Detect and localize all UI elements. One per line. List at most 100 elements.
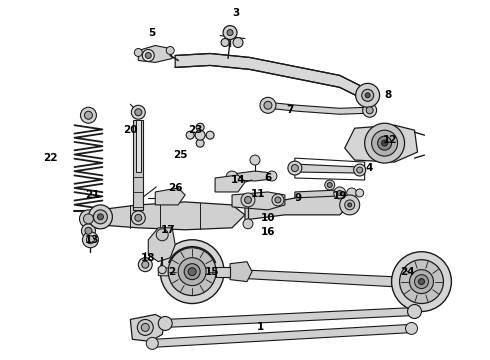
Circle shape: [260, 97, 276, 113]
Circle shape: [135, 214, 142, 221]
Circle shape: [145, 53, 151, 58]
Circle shape: [356, 84, 380, 107]
Circle shape: [334, 187, 346, 199]
Circle shape: [186, 131, 194, 139]
Circle shape: [147, 337, 158, 349]
Circle shape: [131, 211, 145, 225]
Circle shape: [141, 323, 149, 332]
Circle shape: [272, 194, 284, 206]
Circle shape: [415, 275, 428, 289]
Circle shape: [345, 200, 355, 210]
Circle shape: [85, 227, 92, 234]
Circle shape: [134, 49, 142, 57]
Text: 22: 22: [43, 153, 58, 163]
Circle shape: [399, 260, 443, 303]
Text: 21: 21: [85, 190, 99, 200]
Circle shape: [418, 279, 424, 285]
Circle shape: [131, 105, 145, 119]
Text: 10: 10: [261, 213, 275, 223]
Circle shape: [327, 183, 332, 188]
Circle shape: [348, 203, 352, 207]
Text: 18: 18: [141, 253, 155, 263]
Circle shape: [142, 261, 149, 268]
Text: 4: 4: [366, 163, 373, 173]
Circle shape: [325, 180, 335, 190]
Circle shape: [365, 123, 405, 163]
Polygon shape: [230, 262, 252, 282]
Text: 13: 13: [85, 235, 99, 245]
Circle shape: [135, 109, 142, 116]
Circle shape: [84, 111, 93, 119]
Circle shape: [158, 266, 166, 274]
Circle shape: [340, 195, 360, 215]
Polygon shape: [215, 175, 245, 192]
Circle shape: [98, 214, 103, 220]
Circle shape: [82, 232, 98, 248]
Circle shape: [89, 205, 112, 229]
Text: 17: 17: [161, 225, 175, 235]
Circle shape: [227, 30, 233, 36]
Circle shape: [410, 270, 434, 293]
Polygon shape: [345, 125, 417, 162]
Circle shape: [94, 210, 107, 224]
Circle shape: [158, 316, 172, 330]
Circle shape: [366, 107, 373, 114]
Polygon shape: [155, 188, 185, 205]
Circle shape: [223, 26, 237, 40]
Circle shape: [243, 219, 253, 229]
Polygon shape: [133, 120, 143, 210]
Circle shape: [292, 165, 298, 171]
Circle shape: [206, 131, 214, 139]
Circle shape: [226, 171, 238, 183]
Polygon shape: [245, 195, 350, 220]
Text: 7: 7: [286, 105, 294, 115]
Circle shape: [83, 214, 94, 224]
Text: 15: 15: [205, 267, 220, 276]
Polygon shape: [232, 171, 272, 181]
Text: 1: 1: [256, 323, 264, 332]
Polygon shape: [216, 267, 230, 276]
Circle shape: [81, 224, 96, 238]
Circle shape: [356, 189, 364, 197]
Text: 6: 6: [264, 173, 271, 183]
Circle shape: [168, 248, 216, 296]
Circle shape: [137, 319, 153, 336]
Circle shape: [233, 37, 243, 48]
Circle shape: [196, 139, 204, 147]
Text: 11: 11: [251, 189, 265, 199]
Circle shape: [362, 89, 374, 101]
Polygon shape: [136, 120, 141, 172]
Circle shape: [241, 193, 255, 207]
Circle shape: [408, 305, 421, 319]
Text: 9: 9: [294, 193, 301, 203]
Polygon shape: [165, 307, 415, 328]
Circle shape: [392, 252, 451, 311]
Circle shape: [363, 103, 377, 117]
Circle shape: [196, 123, 204, 131]
Polygon shape: [268, 102, 368, 114]
Text: 16: 16: [261, 227, 275, 237]
Polygon shape: [138, 45, 172, 62]
Circle shape: [80, 107, 97, 123]
Text: 12: 12: [382, 135, 397, 145]
Circle shape: [160, 240, 224, 303]
Circle shape: [138, 258, 152, 272]
Polygon shape: [192, 268, 392, 287]
Text: 20: 20: [123, 125, 138, 135]
Polygon shape: [130, 315, 165, 341]
Text: 2: 2: [169, 267, 176, 276]
Polygon shape: [175, 54, 360, 97]
Polygon shape: [295, 164, 360, 173]
Text: 19: 19: [333, 191, 347, 201]
Polygon shape: [232, 192, 285, 210]
Circle shape: [288, 161, 302, 175]
Text: 25: 25: [173, 150, 188, 160]
Circle shape: [166, 46, 174, 54]
Polygon shape: [295, 190, 340, 198]
Polygon shape: [98, 202, 245, 230]
Circle shape: [221, 39, 229, 46]
Text: 23: 23: [188, 125, 202, 135]
Text: 3: 3: [232, 8, 240, 18]
Circle shape: [264, 101, 272, 109]
Circle shape: [142, 50, 154, 62]
